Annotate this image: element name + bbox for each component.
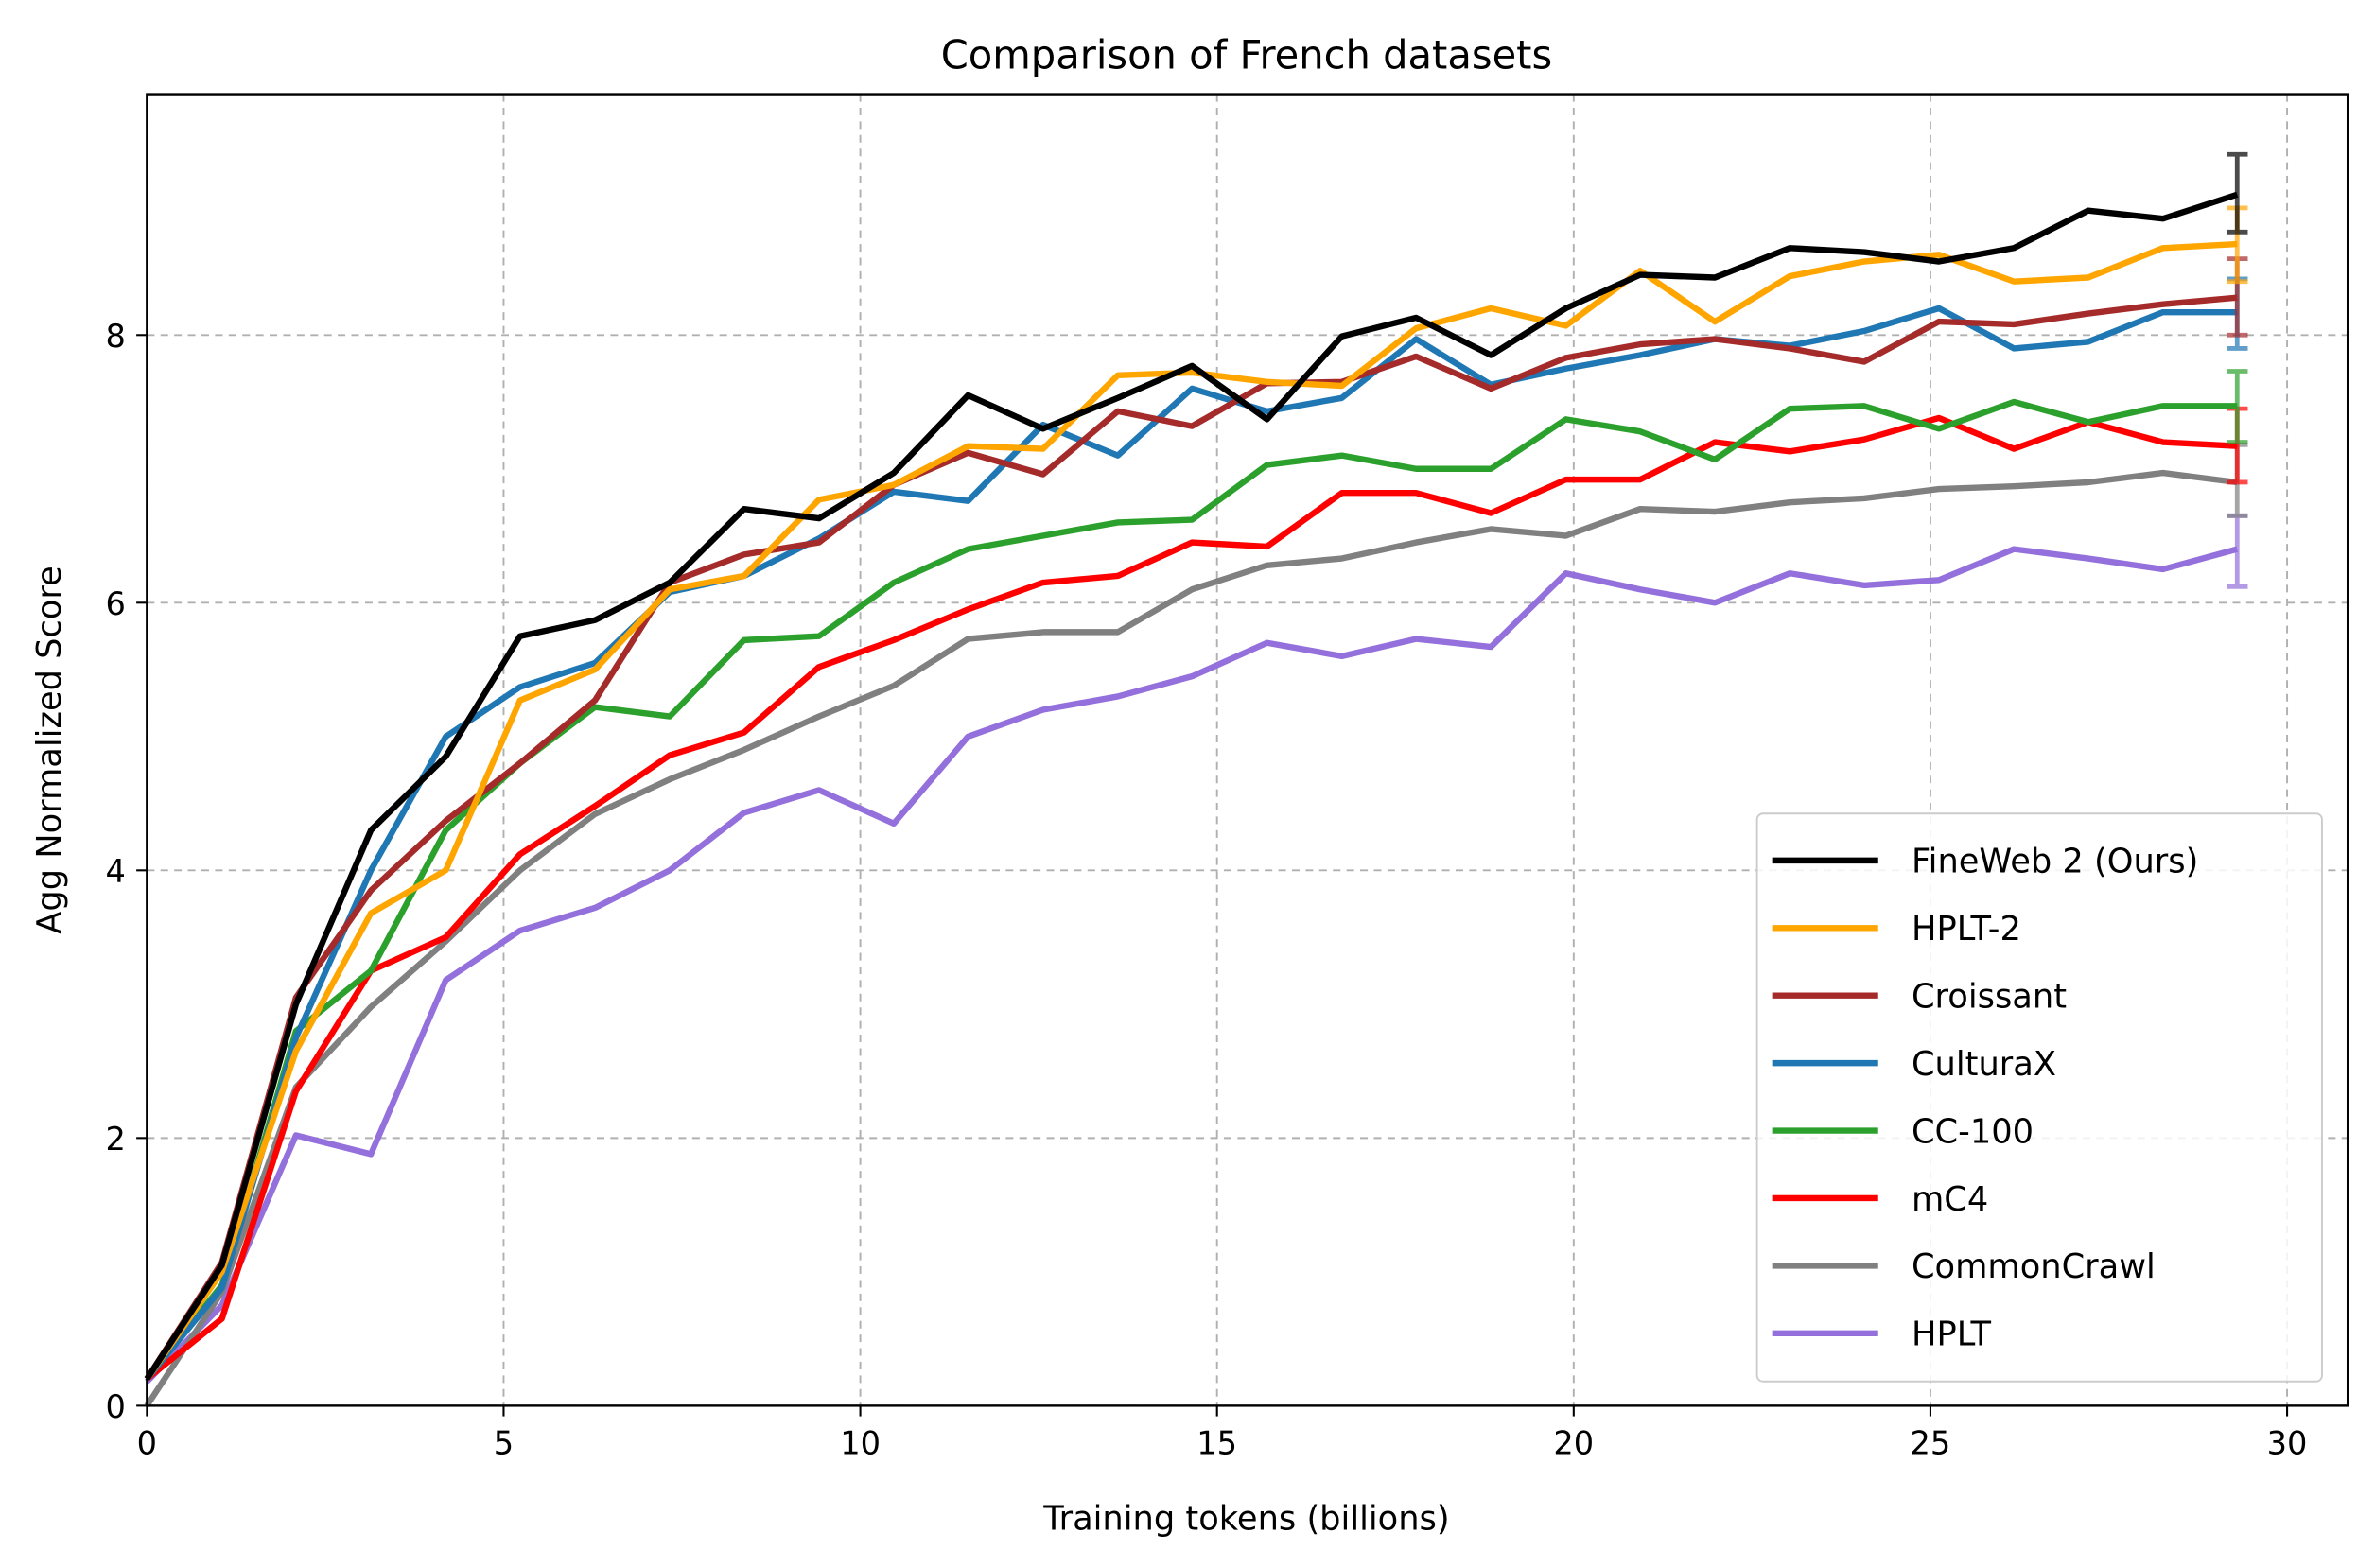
chart-title: Comparison of French datasets bbox=[941, 31, 1552, 78]
x-axis-label: Training tokens (billions) bbox=[1042, 1500, 1449, 1539]
legend-label: HPLT bbox=[1912, 1315, 1991, 1354]
legend-entry-cc-100: CC-100 bbox=[1772, 1112, 2034, 1151]
y-tick-label: 4 bbox=[106, 853, 126, 890]
y-tick-label: 8 bbox=[106, 318, 126, 355]
error-bar-fineweb-2-ours bbox=[2227, 151, 2248, 235]
legend-label: CC-100 bbox=[1912, 1112, 2034, 1151]
axis-ticks: 0 5 10 15 20 25 30 0 2 4 6 8 bbox=[106, 318, 2308, 1462]
legend-box bbox=[1755, 812, 2323, 1383]
x-tick-label: 0 bbox=[137, 1425, 157, 1462]
y-tick-label: 0 bbox=[106, 1388, 126, 1425]
legend-entry-hplt-2: HPLT-2 bbox=[1772, 910, 2021, 949]
legend-entry-culturax: CulturaX bbox=[1772, 1045, 2056, 1084]
y-axis-label: Agg Normalized Score bbox=[30, 566, 69, 934]
x-tick-label: 5 bbox=[494, 1425, 514, 1462]
legend-label: HPLT-2 bbox=[1912, 910, 2021, 949]
series-line-commoncrawl bbox=[144, 469, 2238, 1408]
series-line-hplt bbox=[145, 546, 2239, 1385]
x-tick-label: 10 bbox=[840, 1425, 881, 1462]
y-tick-label: 6 bbox=[106, 585, 126, 622]
legend-label: CommonCrawl bbox=[1912, 1247, 2156, 1286]
y-tick-label: 2 bbox=[106, 1121, 126, 1158]
series-line-hplt-2 bbox=[144, 240, 2238, 1381]
x-tick-label: 25 bbox=[1911, 1425, 1951, 1462]
legend-entry-croissant: Croissant bbox=[1772, 978, 2067, 1017]
legend-label: CulturaX bbox=[1912, 1045, 2056, 1084]
series-layer bbox=[144, 151, 2248, 1408]
legend-entry-hplt: HPLT bbox=[1772, 1315, 1991, 1354]
legend-label: FineWeb 2 (Ours) bbox=[1912, 843, 2198, 881]
series-line-fineweb-2-ours bbox=[144, 191, 2239, 1381]
series-line-culturax bbox=[144, 305, 2238, 1382]
error-bar-cc-100 bbox=[2227, 369, 2248, 444]
series-line-mc4 bbox=[145, 414, 2238, 1382]
x-tick-label: 30 bbox=[2267, 1425, 2308, 1462]
legend-entry-mc4: mC4 bbox=[1772, 1180, 1988, 1219]
plot-frame bbox=[146, 93, 2349, 1407]
series-line-croissant bbox=[144, 294, 2238, 1381]
legend: FineWeb 2 (Ours) HPLT-2 Croissant CulturaX C… bbox=[1755, 812, 2323, 1383]
x-tick-label: 20 bbox=[1553, 1425, 1594, 1462]
x-tick-label: 15 bbox=[1196, 1425, 1237, 1462]
legend-label: Croissant bbox=[1912, 978, 2067, 1017]
legend-entry-fineweb-2-ours: FineWeb 2 (Ours) bbox=[1772, 843, 2198, 881]
legend-entry-commoncrawl: CommonCrawl bbox=[1772, 1247, 2156, 1286]
legend-label: mC4 bbox=[1912, 1180, 1988, 1219]
